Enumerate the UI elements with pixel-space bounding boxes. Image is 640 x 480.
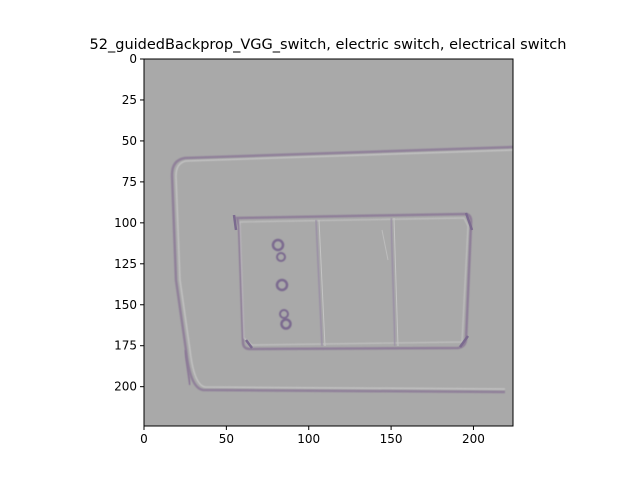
dot-1 [271, 238, 285, 252]
axes-frame [143, 58, 514, 427]
image-area [144, 59, 513, 426]
rocker-divider-left [315, 219, 323, 347]
switch-frame [235, 212, 473, 351]
y-tick-label: 0 [129, 52, 137, 66]
rocker-divider-right [390, 217, 396, 347]
x-tick-label: 100 [297, 432, 320, 446]
image-background [144, 59, 513, 426]
rocker-divider-left-light [318, 219, 326, 347]
x-tick-label: 150 [380, 432, 403, 446]
rocker-seam [381, 229, 389, 261]
y-tick-label: 75 [122, 175, 137, 189]
plate-outline [170, 145, 513, 394]
y-tick-label: 100 [114, 216, 137, 230]
x-axis: 0 50 100 150 200 [140, 426, 485, 446]
indicator-dots [271, 238, 292, 330]
frame-corner-tr [464, 212, 474, 231]
x-tick-label: 0 [140, 432, 148, 446]
dot-5 [280, 318, 292, 330]
switch-frame-highlight [239, 217, 469, 346]
figure-title: 52_guidedBackprop_VGG_switch, electric s… [90, 37, 567, 53]
frame-corner-bl [245, 339, 253, 349]
y-tick-label: 200 [114, 380, 137, 394]
frame-corner-tl [232, 214, 238, 231]
x-tick-label: 50 [219, 432, 234, 446]
y-tick-label: 175 [114, 339, 137, 353]
x-tick-label: 200 [462, 432, 485, 446]
dot-4 [279, 309, 289, 319]
dot-2 [276, 252, 286, 262]
dot-3 [275, 278, 289, 292]
y-tick-label: 50 [122, 134, 137, 148]
y-tick-label: 125 [114, 257, 137, 271]
plate-left-edge [184, 349, 191, 386]
y-tick-label: 25 [122, 93, 137, 107]
plate-highlight [175, 149, 513, 390]
y-axis: 0 25 50 75 100 125 150 175 200 [114, 52, 144, 394]
frame-corner-br [458, 335, 470, 348]
y-tick-label: 150 [114, 298, 137, 312]
rocker-divider-right-light [393, 217, 399, 347]
